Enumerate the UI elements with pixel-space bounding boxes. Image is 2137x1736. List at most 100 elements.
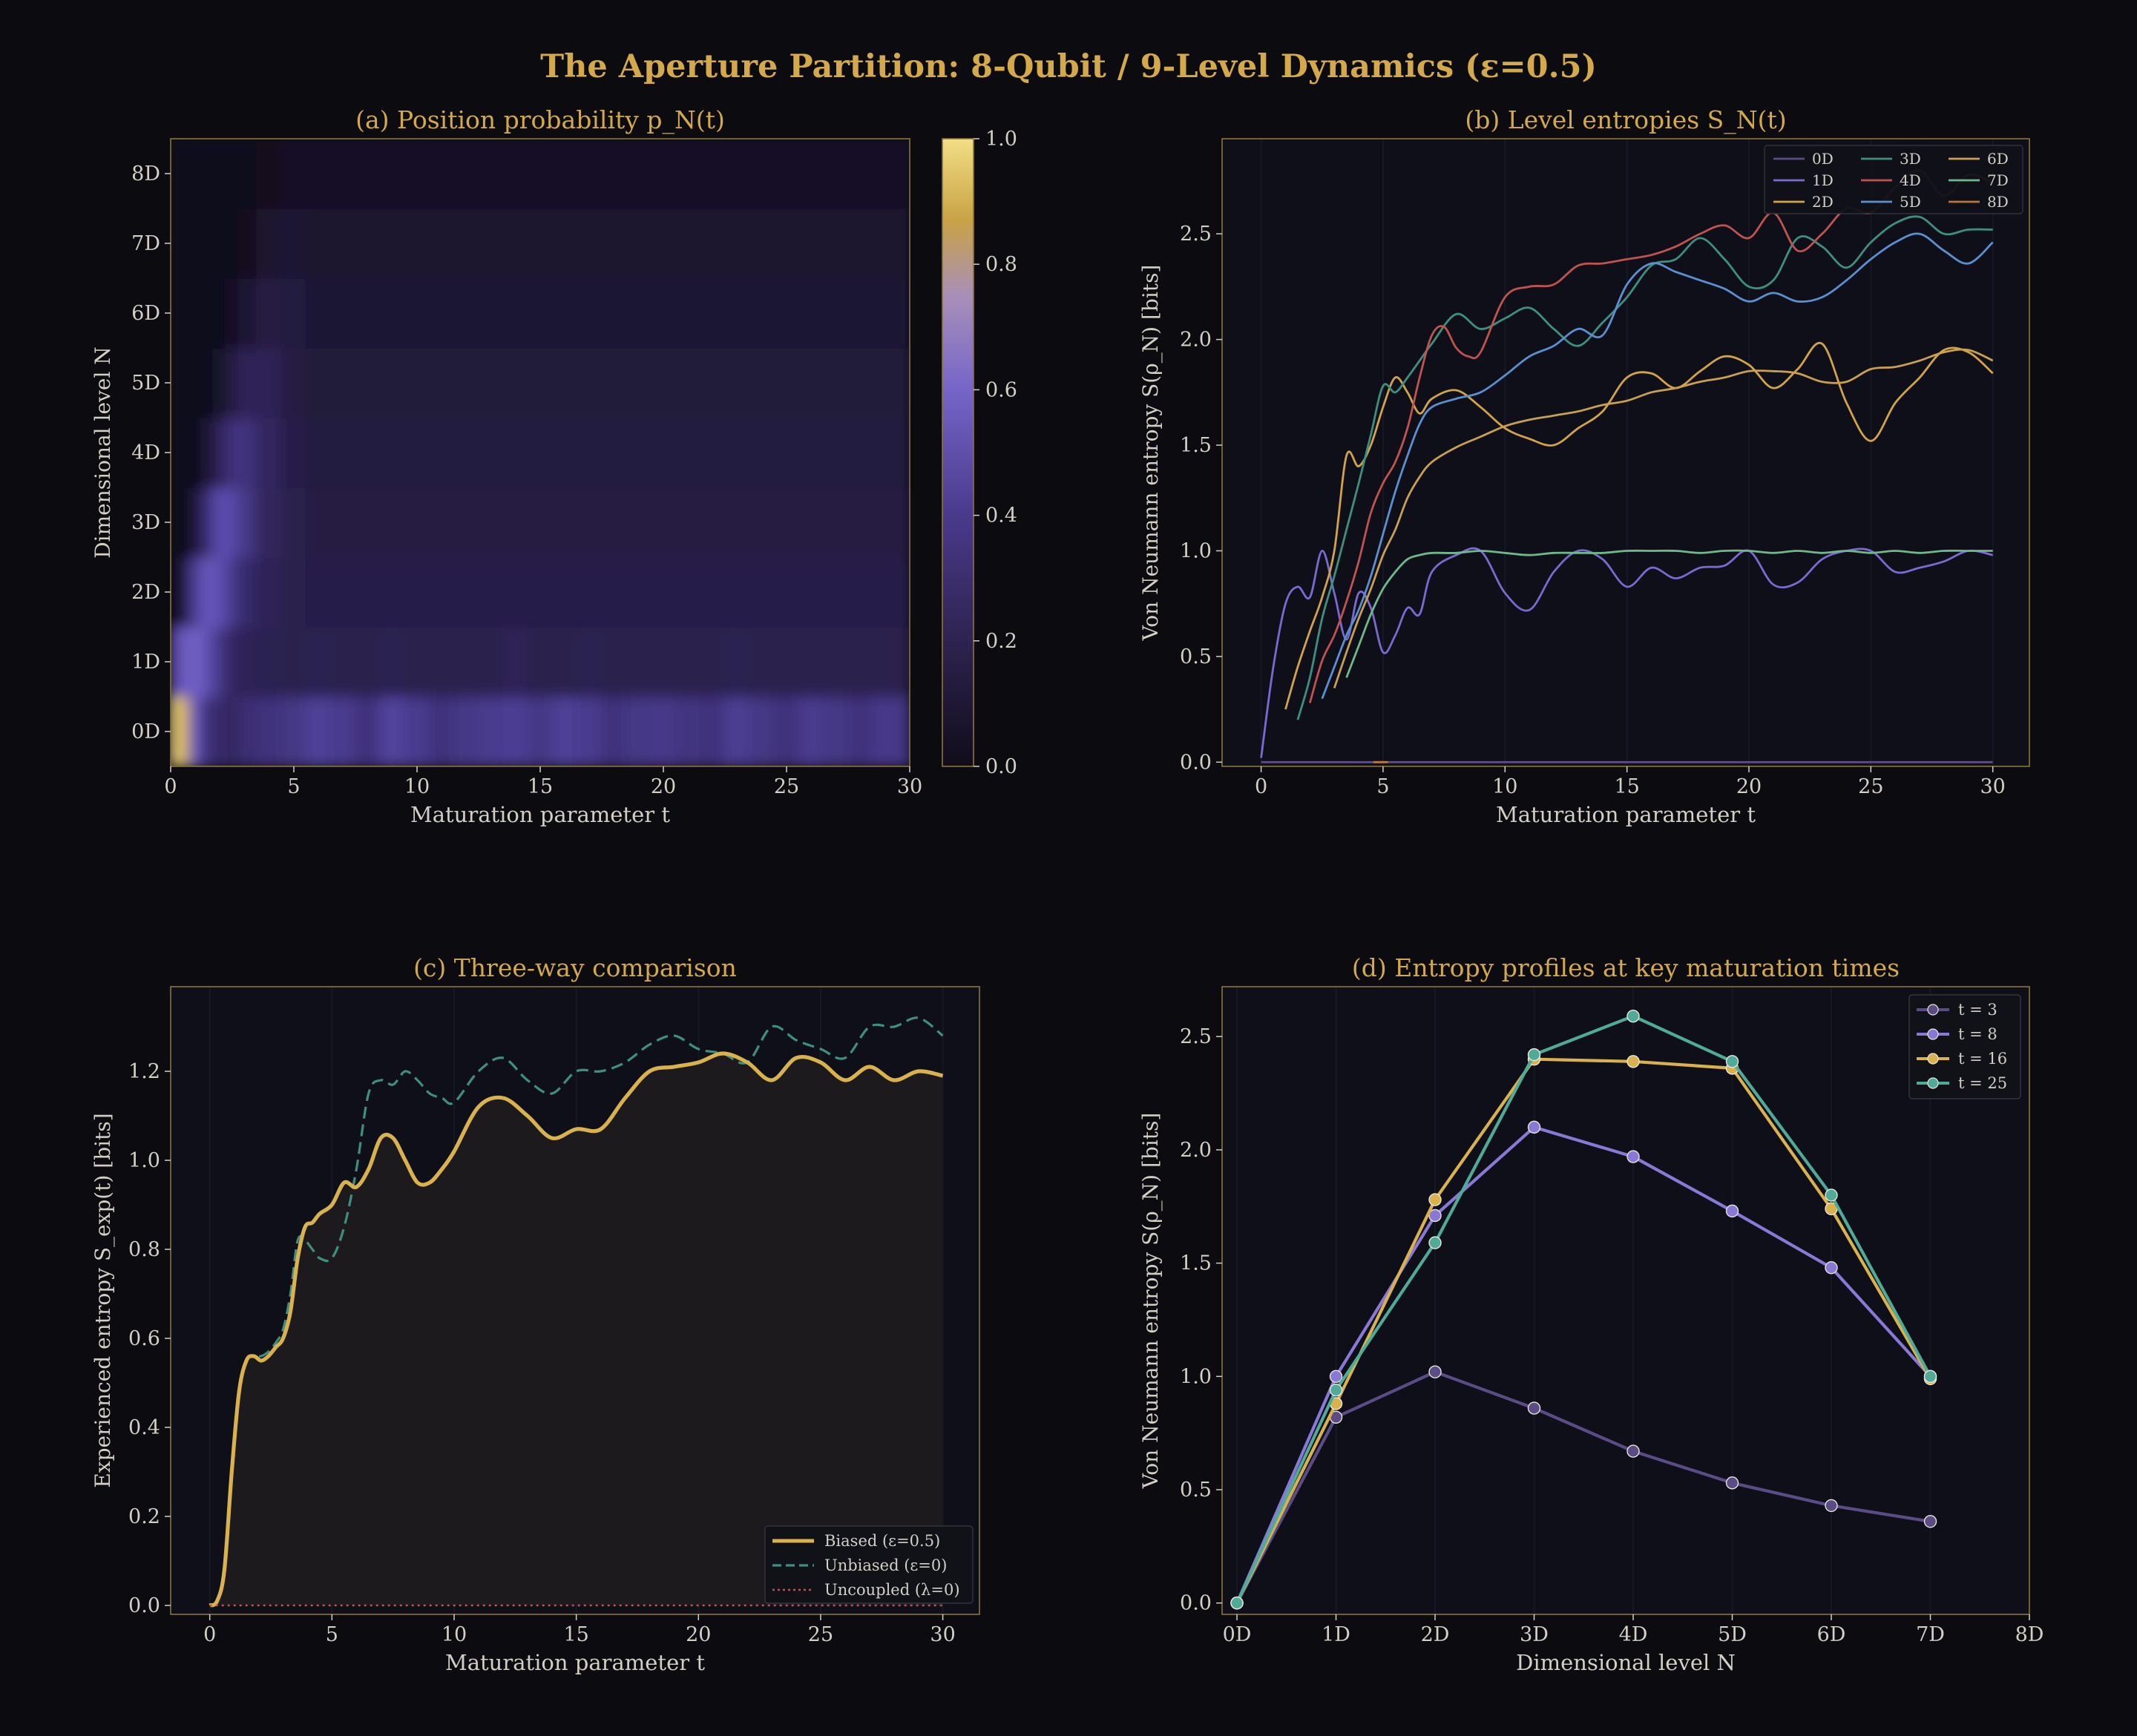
heatmap-cell [404,417,430,488]
heatmap-cell [527,487,554,558]
y-tick-label: 0.4 [128,1416,160,1439]
data-point [1725,1055,1739,1068]
heatmap-cell [200,417,215,488]
heatmap-cell [724,696,751,766]
heatmap-cell [699,208,726,279]
heatmap-cell [626,139,652,209]
y-tick-label: 6D [131,302,160,325]
heatmap-cell [280,487,307,558]
heatmap-cell [699,347,726,418]
heatmap-cell [404,487,430,558]
heatmap-cell [329,139,356,209]
heatmap-cell [256,696,283,766]
heatmap-cell [213,139,227,209]
heatmap-cell [749,626,775,697]
heatmap-cell [724,347,751,418]
heatmap-cell [798,556,824,628]
heatmap-cell [773,626,800,697]
data-point [1825,1499,1838,1513]
heatmap-cell [822,696,849,766]
legend-box [764,1525,974,1604]
x-tick-label: 10 [1492,775,1517,798]
heatmap-cell [798,208,824,279]
heatmap-cell [576,277,603,349]
heatmap-cell [502,417,529,488]
series-line-6D [1333,348,1994,689]
heatmap-cell [822,208,849,279]
panel-title: (c) Three-way comparison [413,953,737,982]
heatmap-cell [355,277,381,349]
heatmap-cell [355,626,381,697]
y-tick-label: 0.6 [128,1327,160,1350]
heatmap-cell [171,277,178,349]
x-tick-label: 10 [404,775,430,798]
heatmap-cell [502,347,529,418]
heatmap-cell [601,626,628,697]
heatmap-cell [478,347,505,418]
heatmap-cell [225,277,240,349]
heatmap-cell [502,277,529,349]
heatmap-cell [225,487,240,558]
legend-label: 2D [1812,193,1834,211]
heatmap-cell [872,556,899,628]
heatmap-cell [379,139,406,209]
heatmap-cell [176,277,190,349]
heatmap-cell [650,487,677,558]
heatmap-cell [626,208,652,279]
heatmap-cell [872,417,899,488]
heatmap-cell [896,208,910,279]
data-point [1626,1444,1640,1458]
y-tick-label: 0.8 [128,1238,160,1261]
legend-label: Uncoupled (λ=0) [824,1581,960,1599]
heatmap-cell [200,139,215,209]
heatmap-cell [872,626,899,697]
heatmap-cell [749,139,775,209]
y-axis-label: Experienced entropy S_exp(t) [bits] [91,1113,115,1487]
heatmap-cell [650,626,677,697]
heatmap-cell [200,347,215,418]
heatmap-cell [428,417,455,488]
heatmap-cell [699,696,726,766]
heatmap-cell [551,487,578,558]
heatmap-cell [822,139,849,209]
heatmap-cell [576,556,603,628]
heatmap-cell [305,347,332,418]
legend-box [1908,994,2021,1099]
y-tick-label: 1.0 [1180,1365,1212,1388]
heatmap-cell [576,626,603,697]
heatmap-cell [478,626,505,697]
legend-label: 1D [1812,171,1834,189]
y-tick-label: 1.5 [1180,1252,1212,1275]
heatmap-cell [329,556,356,628]
heatmap-cell [847,626,874,697]
heatmap-cell [453,277,479,349]
y-tick-label: 2D [131,581,160,604]
heatmap-cell [847,347,874,418]
colorbar-tick-label: 0.4 [985,504,1017,527]
heatmap-cell [527,696,554,766]
heatmap-cell [428,487,455,558]
y-tick-label: 1D [131,651,160,674]
heatmap-cell [551,139,578,209]
y-tick-label: 1.0 [128,1149,160,1172]
data-point [1825,1261,1838,1275]
heatmap-cell [576,417,603,488]
data-point [1923,1515,1937,1528]
x-tick-label: 2D [1421,1623,1450,1646]
heatmap-cell [453,347,479,418]
heatmap-cell [355,139,381,209]
x-tick-label: 25 [774,775,799,798]
data-point [1527,1048,1541,1062]
y-axis-label: Von Neumann entropy S(ρ_N) [bits] [1138,1113,1163,1490]
heatmap-cell [171,347,178,418]
legend-label: 6D [1987,150,2009,168]
heatmap-cell [213,417,227,488]
heatmap-cell [428,139,455,209]
y-tick-label: 0.0 [128,1594,160,1617]
x-tick-label: 1D [1322,1623,1350,1646]
y-tick-label: 0D [131,720,160,743]
heatmap-cell [773,487,800,558]
heatmap-cell [551,556,578,628]
heatmap-cell [428,347,455,418]
heatmap-cell [404,208,430,279]
